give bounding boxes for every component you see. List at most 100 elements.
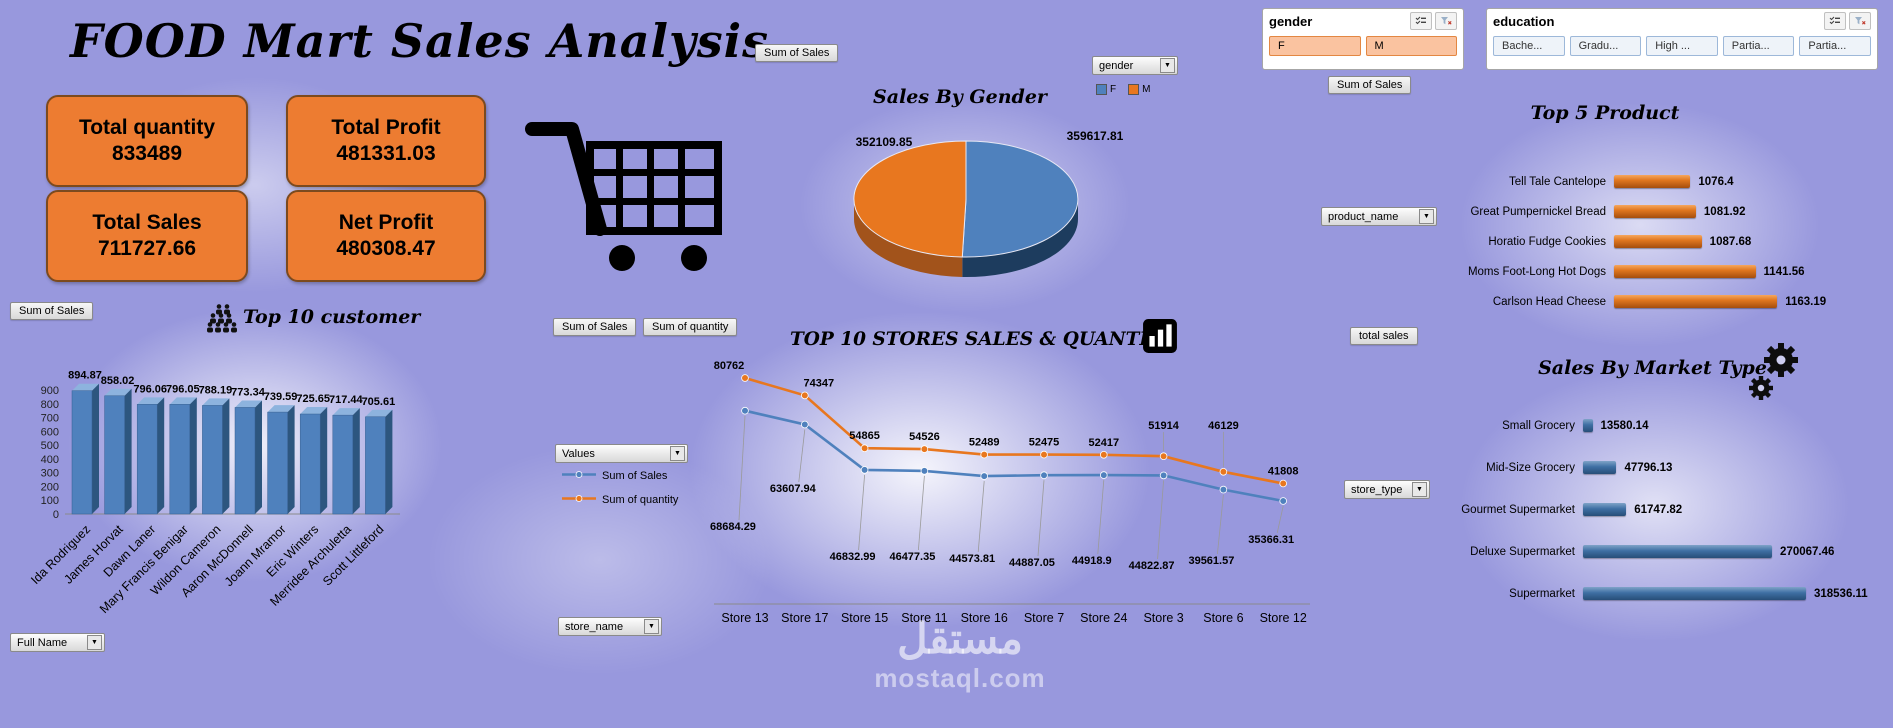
value-label: 1141.56 [1763,265,1805,278]
top10-stores-chart: 80762 74347 54865 54526 52489 52475 52417 51914… [698,350,1328,655]
category-label: Gourmet Supermarket [1461,503,1575,516]
category-label: Mid-Size Grocery [1486,461,1575,474]
legend-item-m[interactable]: M [1128,84,1150,95]
multi-select-icon[interactable] [1410,12,1432,30]
legend-sales-label: Sum of Sales [602,470,668,482]
legend-item-sum-of-sales[interactable]: Sum of Sales [562,470,678,482]
svg-text:900: 900 [41,385,59,397]
education-slicer-item-graduate[interactable]: Gradu... [1569,36,1642,56]
bar [1583,503,1627,516]
bar [1614,175,1691,188]
category-label: Carlson Head Cheese [1492,295,1606,308]
svg-text:359617.81: 359617.81 [1067,129,1124,143]
kpi-value: 711727.66 [97,237,197,260]
svg-text:705.61: 705.61 [362,396,396,408]
svg-text:51914: 51914 [1148,420,1179,432]
pie-legend: F M [1096,84,1150,95]
svg-text:352109.85: 352109.85 [856,135,913,149]
total-sales-field-button[interactable]: total sales [1350,327,1418,345]
kpi-label: Total Sales [92,210,202,234]
product-name-dropdown[interactable]: product_name ▼ [1321,207,1437,226]
svg-text:52475: 52475 [1029,437,1060,449]
pie-chart-title: Sales By Gender [873,86,1047,108]
stores-sum-of-quantity-field-button[interactable]: Sum of quantity [643,318,738,336]
value-label: 318536.11 [1813,587,1868,600]
chevron-down-icon: ▼ [670,446,685,461]
gender-slicer: gender F M [1262,8,1464,70]
store-name-dropdown[interactable]: store_name ▼ [558,617,662,636]
svg-text:796.05: 796.05 [166,383,200,395]
bar [1614,235,1702,248]
chevron-down-icon: ▼ [644,619,659,634]
chevron-down-icon: ▼ [87,635,102,650]
store-name-dropdown-label: store_name [565,620,624,633]
bar [1583,587,1806,600]
svg-text:46477.35: 46477.35 [889,551,935,563]
svg-text:739.59: 739.59 [264,391,298,403]
market-bar-row: Small Grocery 13580.14 [1390,418,1868,433]
svg-text:54526: 54526 [909,431,940,443]
svg-text:858.02: 858.02 [101,375,135,387]
gender-field-dropdown[interactable]: gender ▼ [1092,56,1178,75]
kpi-label: Net Profit [338,210,434,234]
svg-text:52417: 52417 [1089,437,1120,449]
education-slicer-item-partial-1[interactable]: Partia... [1722,36,1795,56]
svg-text:Store 11: Store 11 [901,611,947,625]
legend-item-f[interactable]: F [1096,84,1116,95]
legend-label-f: F [1110,84,1117,95]
svg-text:54865: 54865 [849,430,880,442]
full-name-dropdown[interactable]: Full Name ▼ [10,633,105,652]
store-type-dropdown[interactable]: store_type ▼ [1344,480,1430,499]
svg-text:Store 16: Store 16 [961,611,1008,625]
svg-text:Store 3: Store 3 [1143,611,1183,625]
legend-swatch-f [1096,84,1107,95]
category-label: Supermarket [1509,587,1575,600]
svg-text:Store 7: Store 7 [1024,611,1064,625]
education-slicer-title: education [1493,13,1555,29]
pie-sum-of-sales-field-button[interactable]: Sum of Sales [755,44,839,62]
gender-slicer-item-m[interactable]: M [1365,36,1457,56]
multi-select-icon[interactable] [1824,12,1846,30]
clear-filter-icon[interactable] [1435,12,1457,30]
svg-text:796.06: 796.06 [133,383,167,395]
top5-sum-of-sales-field-button[interactable]: Sum of Sales [1328,76,1412,94]
market-bar-row: Gourmet Supermarket 61747.82 [1390,502,1868,517]
svg-text:700: 700 [41,413,59,425]
svg-text:Store 15: Store 15 [841,611,888,625]
legend-swatch-m [1128,84,1140,95]
svg-text:894.87: 894.87 [68,370,102,382]
svg-text:44573.81: 44573.81 [949,553,995,565]
clear-filter-icon[interactable] [1849,12,1871,30]
education-slicer-item-high[interactable]: High ... [1646,36,1718,56]
svg-text:44887.05: 44887.05 [1009,557,1055,569]
education-slicer-item-bachelors[interactable]: Bache... [1493,36,1565,56]
quantity-line-sample [562,494,596,506]
svg-text:0: 0 [53,509,59,521]
kpi-card-total-quantity: Total quantity 833489 [46,95,248,187]
top5-product-chart: Tell Tale Cantelope 1076.4 Great Pumpernic… [1381,174,1826,324]
chevron-down-icon: ▼ [1412,482,1427,497]
svg-text:717.44: 717.44 [329,394,364,406]
svg-text:35366.31: 35366.31 [1248,534,1294,546]
svg-text:500: 500 [41,440,59,452]
svg-text:74347: 74347 [804,377,835,389]
value-label: 61747.82 [1634,503,1683,516]
value-label: 1163.19 [1785,295,1827,308]
education-slicer-item-partial-2[interactable]: Partia... [1799,36,1871,56]
value-label: 270067.46 [1780,545,1835,558]
svg-text:773.34: 773.34 [231,386,266,398]
svg-text:44822.87: 44822.87 [1129,560,1175,572]
market-type-chart: Small Grocery 13580.14 Mid-Size Grocery 477… [1390,418,1868,628]
shopping-cart-icon [520,95,730,290]
legend-item-sum-of-quantity[interactable]: Sum of quantity [562,494,678,506]
values-legend-button[interactable]: Values ▼ [555,444,688,463]
customer-sum-of-sales-field-button[interactable]: Sum of Sales [10,302,94,320]
product-bar-row: Moms Foot-Long Hot Dogs 1141.56 [1381,264,1826,279]
svg-text:800: 800 [41,399,59,411]
market-bar-row: Deluxe Supermarket 270067.46 [1390,544,1868,559]
gender-slicer-item-f[interactable]: F [1269,36,1361,56]
stores-sum-of-sales-field-button[interactable]: Sum of Sales [553,318,637,336]
product-name-dropdown-label: product_name [1328,210,1399,223]
value-label: 47796.13 [1624,461,1673,474]
